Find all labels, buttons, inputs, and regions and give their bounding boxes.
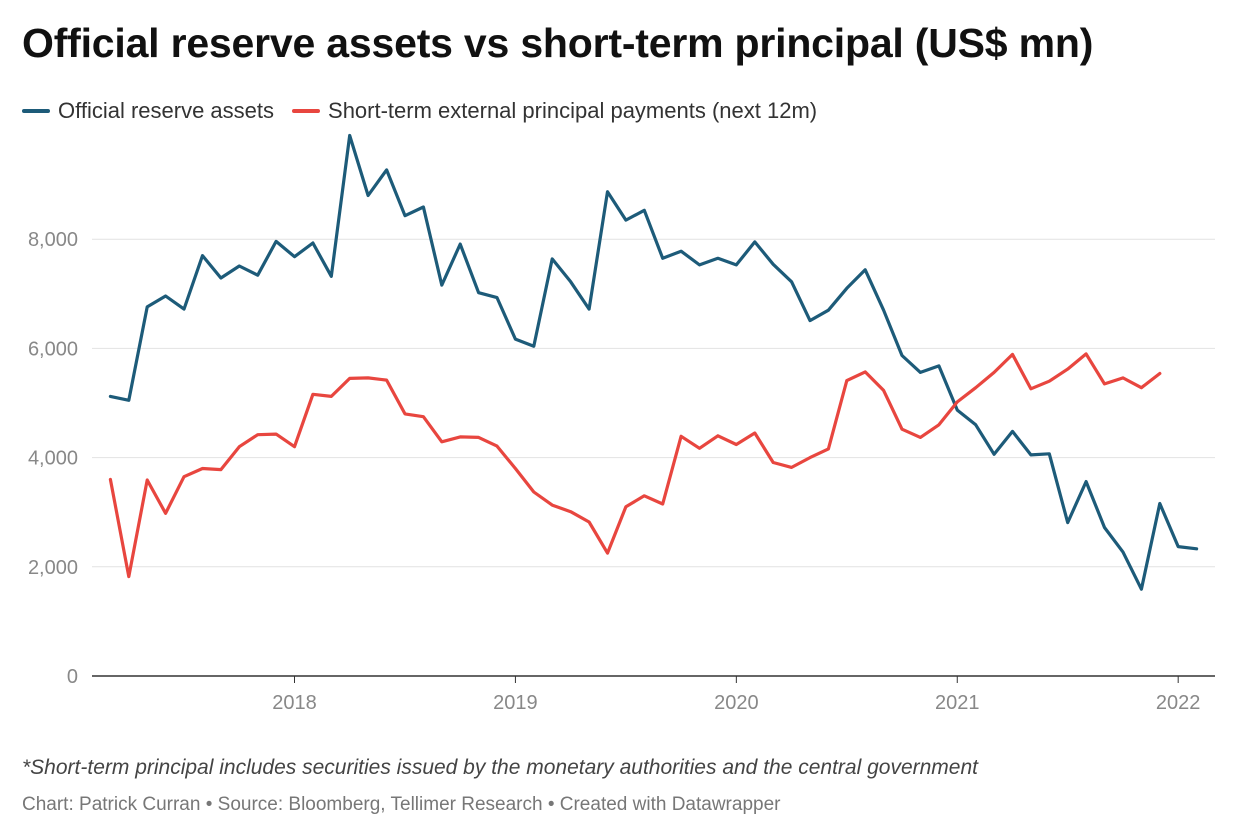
legend-item-reserves: Official reserve assets xyxy=(22,98,274,124)
x-tick-label: 2021 xyxy=(935,692,980,714)
series-line-reserves xyxy=(108,133,1199,591)
series-line-principal xyxy=(108,352,1162,579)
chart-note: *Short-term principal includes securitie… xyxy=(22,756,978,779)
legend: Official reserve assets Short-term exter… xyxy=(22,98,835,124)
y-tick-label: 0 xyxy=(67,666,78,688)
y-tick-label: 4,000 xyxy=(28,448,78,470)
y-tick-label: 6,000 xyxy=(28,338,78,360)
legend-swatch-principal xyxy=(292,109,321,113)
x-tick-label: 2022 xyxy=(1156,692,1201,714)
legend-label-reserves: Official reserve assets xyxy=(58,98,275,123)
y-tick-label: 8,000 xyxy=(28,229,78,251)
x-tick-label: 2019 xyxy=(493,692,538,714)
legend-item-principal: Short-term external principal payments (… xyxy=(292,98,817,124)
legend-label-principal: Short-term external principal payments (… xyxy=(328,98,818,123)
line-chart: 0 2,000 4,000 6,000 8,000 2018 2019 2020 2021 202… xyxy=(28,133,1215,714)
chart-title: Official reserve assets vs short-term pr… xyxy=(22,20,1094,66)
y-tick-label: 2,000 xyxy=(28,557,78,579)
legend-swatch-reserves xyxy=(22,109,50,113)
chart-credit: Chart: Patrick Curran • Source: Bloomber… xyxy=(22,794,781,815)
x-tick-label: 2020 xyxy=(714,692,759,714)
x-tick-label: 2018 xyxy=(272,692,317,714)
